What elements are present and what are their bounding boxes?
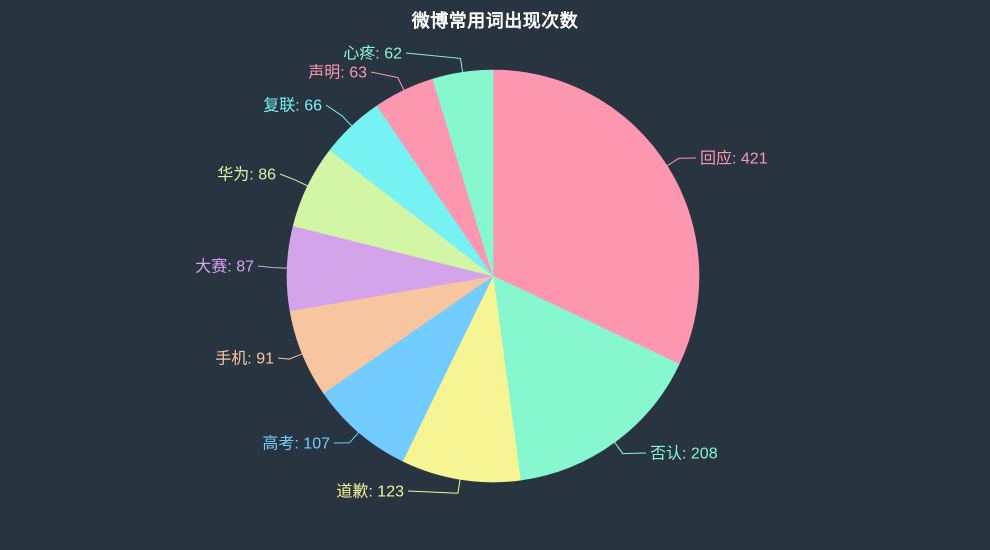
pie-slice-1[interactable]: [492, 275, 680, 481]
slice-leader-5: [257, 265, 288, 269]
slice-label-8: 声明: 63: [308, 64, 367, 82]
slice-label-2: 道歉: 123: [336, 483, 404, 501]
slice-leader-3: [333, 431, 360, 444]
slice-leader-0: [666, 157, 697, 167]
slice-leader-9: [405, 52, 464, 73]
slice-label-4: 手机: 91: [215, 350, 274, 368]
slice-leader-6: [279, 173, 308, 187]
slice-leader-8: [370, 71, 405, 91]
slice-label-1: 否认: 208: [650, 445, 718, 463]
slice-label-5: 大赛: 87: [195, 257, 254, 276]
slice-leader-1: [614, 442, 647, 455]
slice-leader-2: [407, 479, 461, 494]
slice-leader-4: [277, 353, 303, 360]
slice-label-3: 高考: 107: [262, 435, 330, 453]
slice-label-0: 回应: 421: [700, 149, 768, 168]
chart-title: 微博常用词出现次数: [411, 11, 579, 31]
pie-slice-2[interactable]: [402, 275, 521, 483]
slice-label-7: 复联: 66: [263, 97, 322, 115]
slice-label-6: 华为: 86: [217, 166, 276, 184]
pie-slice-3[interactable]: [323, 275, 494, 462]
pie-slice-0[interactable]: [492, 69, 700, 365]
slice-label-9: 心疼: 62: [343, 45, 402, 63]
slice-leader-7: [325, 104, 353, 127]
